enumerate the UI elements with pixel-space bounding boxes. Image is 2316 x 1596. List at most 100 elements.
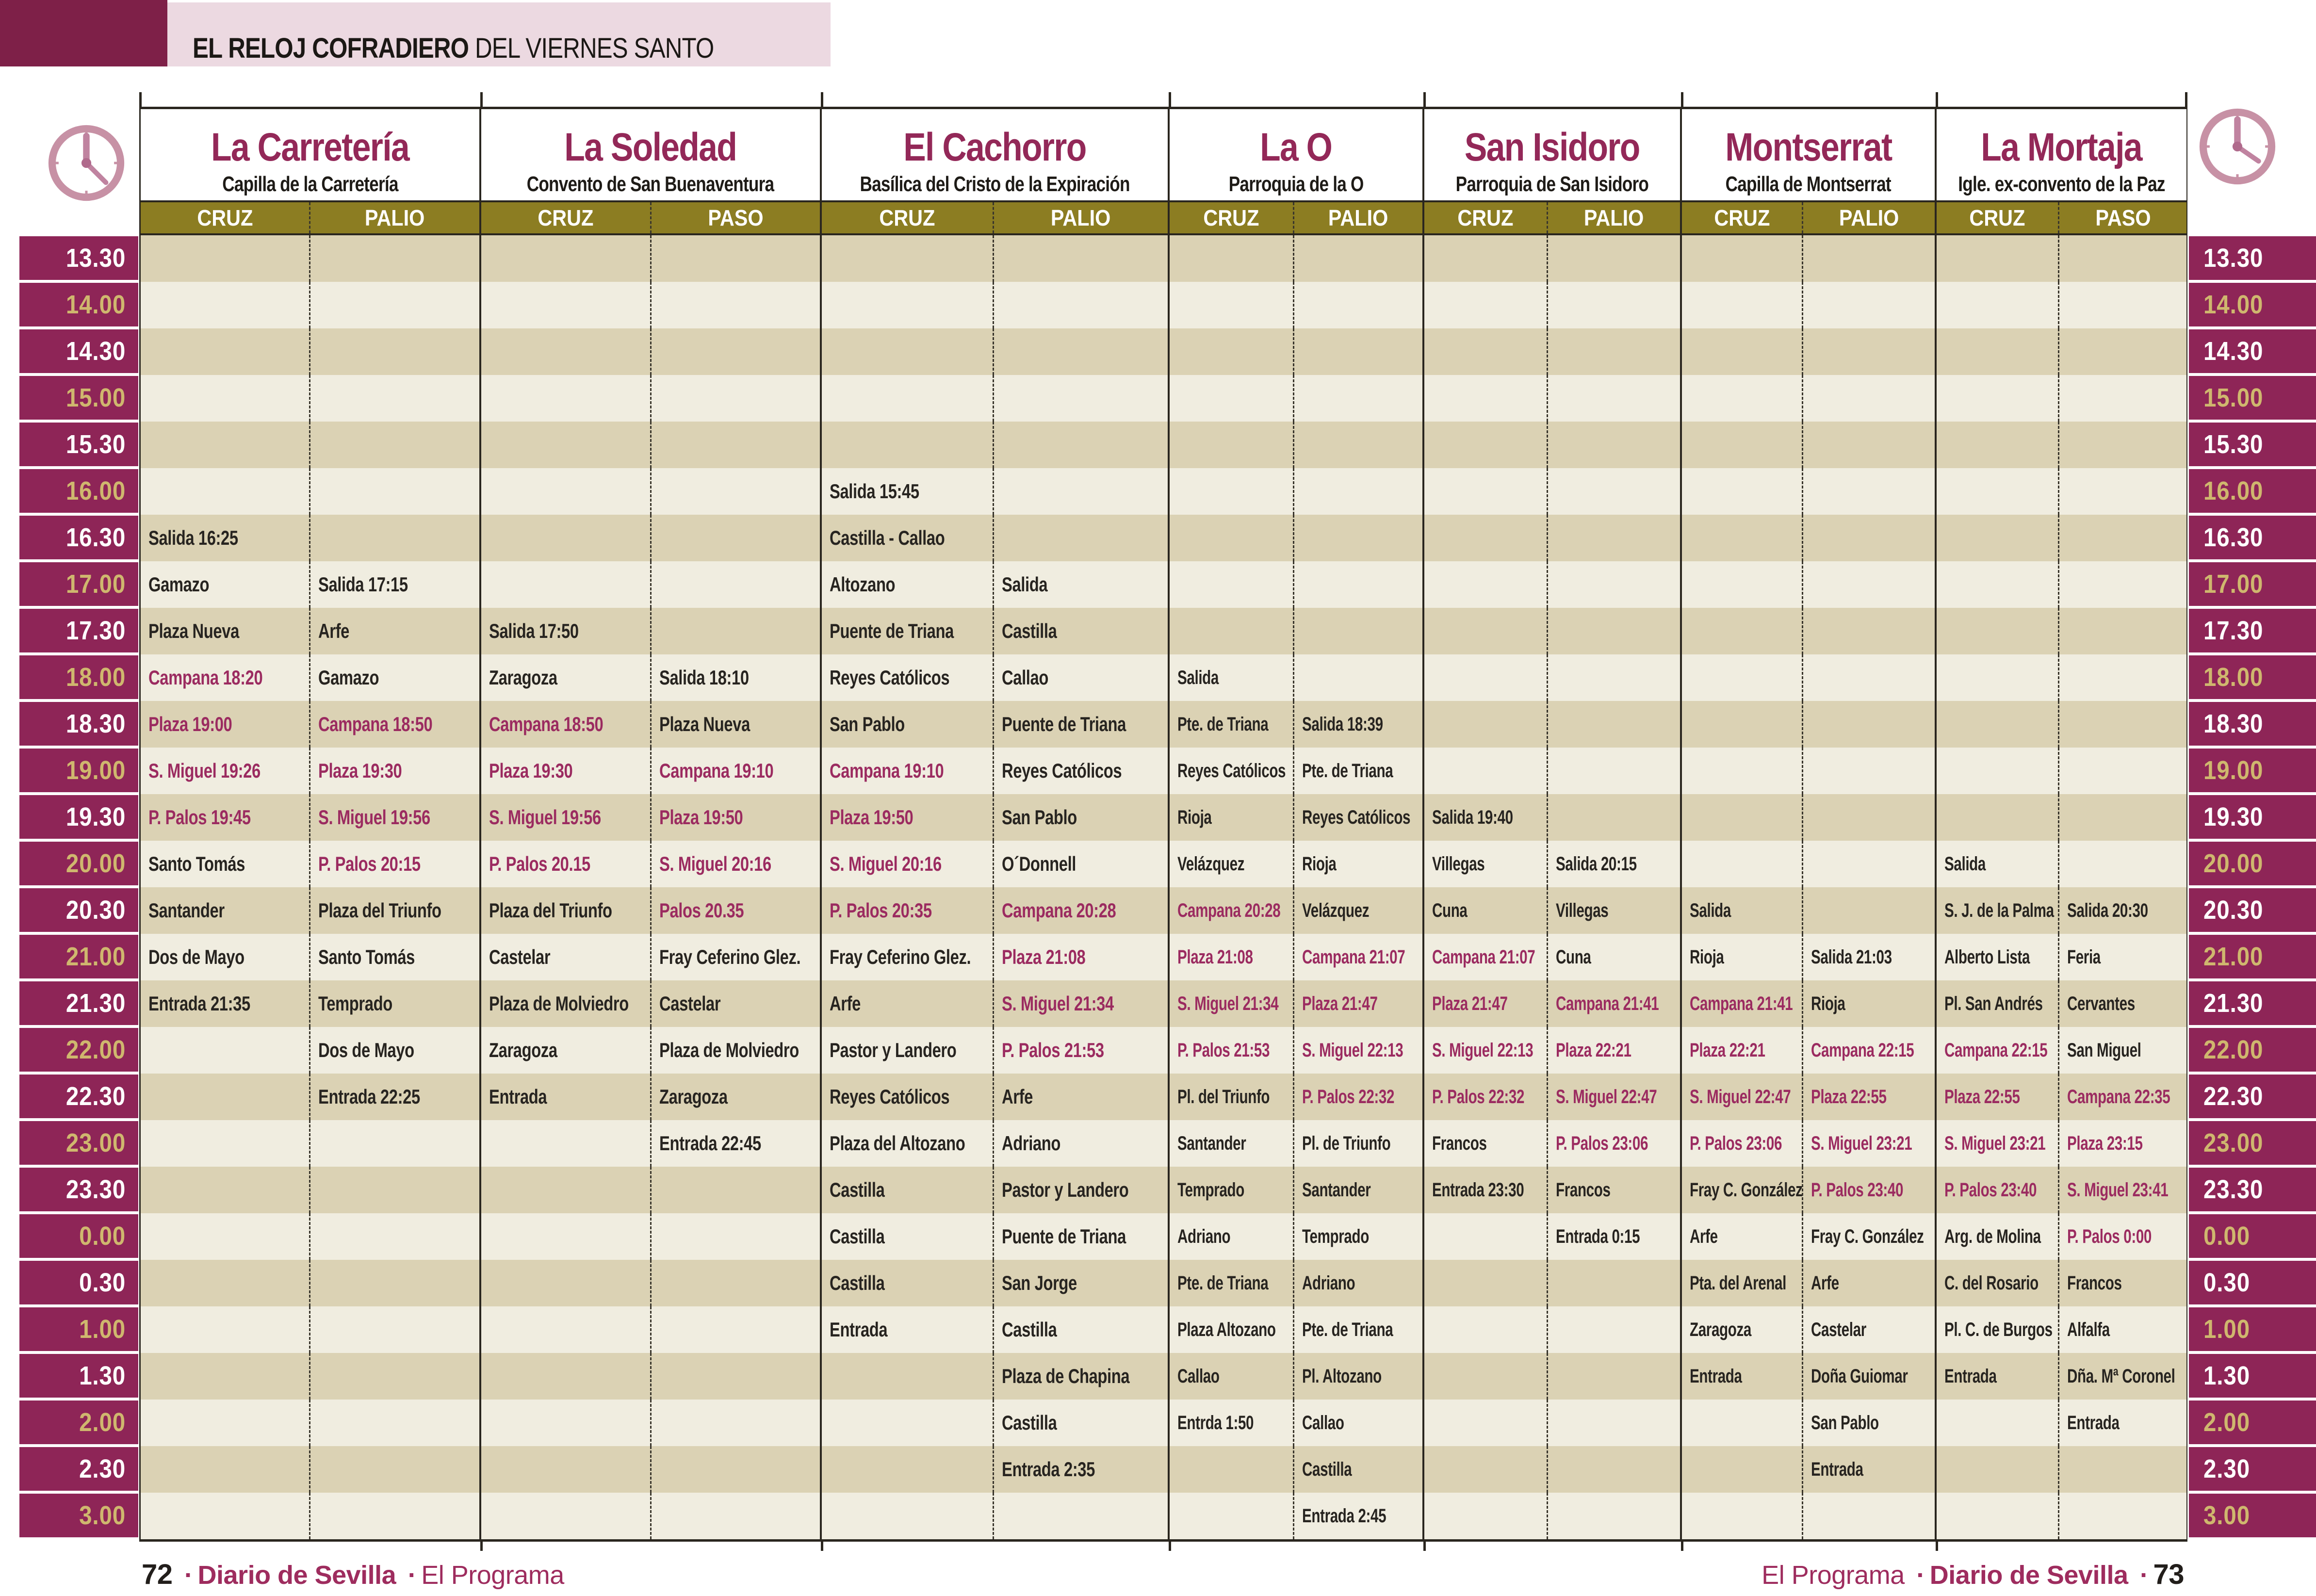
time-label: 14.30 <box>2189 329 2316 373</box>
schedule-cell <box>310 1493 481 1539</box>
schedule-cell <box>1803 654 1937 701</box>
schedule-cell <box>1937 328 2059 375</box>
schedule-cell: Salida <box>1170 654 1294 701</box>
time-label: 22.30 <box>2189 1075 2316 1118</box>
schedule-cell <box>141 1493 310 1539</box>
schedule-cell <box>1937 561 2059 608</box>
schedule-cell <box>1424 1306 1548 1353</box>
schedule-cell <box>1424 235 1548 282</box>
time-label: 18.00 <box>19 655 138 699</box>
schedule-cell: Francos <box>1424 1120 1548 1167</box>
schedule-cell: Rioja <box>1682 934 1803 980</box>
schedule-cell: Zaragoza <box>652 1074 822 1120</box>
schedule-cell: Castilla <box>994 608 1170 654</box>
schedule-cell: Campana 22:15 <box>1937 1027 2059 1074</box>
schedule-cell: Plaza del Triunfo <box>310 887 481 934</box>
column-label: PALIO <box>310 202 481 233</box>
schedule-cell <box>1424 1446 1548 1493</box>
schedule-cell: Rioja <box>1803 980 1937 1027</box>
time-label: 2.30 <box>2189 1447 2316 1491</box>
schedule-cell <box>1937 794 2059 841</box>
schedule-cell <box>822 1400 994 1446</box>
schedule-cell: P. Palos 23:06 <box>1682 1120 1803 1167</box>
column-tick <box>480 1540 483 1551</box>
title-band: EL RELOJ COFRADIERO DEL VIERNES SANTO <box>167 2 831 66</box>
schedule-cell <box>481 282 652 328</box>
schedule-cell <box>652 608 822 654</box>
time-label: 19.30 <box>2189 795 2316 839</box>
schedule-cell <box>310 422 481 468</box>
schedule-cell <box>652 422 822 468</box>
time-label: 2.00 <box>19 1401 138 1444</box>
schedule-cell <box>1548 748 1682 794</box>
time-label: 23.30 <box>19 1168 138 1211</box>
column-label: PALIO <box>1548 202 1682 233</box>
schedule-cell <box>1548 1400 1682 1446</box>
column-label: CRUZ <box>822 202 994 233</box>
schedule-cell <box>1424 468 1548 515</box>
schedule-cell: Plaza 19:30 <box>310 748 481 794</box>
schedule-cell <box>1424 1400 1548 1446</box>
schedule-cell: Entrada <box>1803 1446 1937 1493</box>
schedule-cell <box>1294 468 1424 515</box>
schedule-cell: Salida 21:03 <box>1803 934 1937 980</box>
brotherhood-header: La Carretería Capilla de la Carretería <box>141 109 481 200</box>
schedule-cell: Plaza del Altozano <box>822 1120 994 1167</box>
schedule-cell: Puente de Triana <box>822 608 994 654</box>
schedule-cell: Reyes Católicos <box>994 748 1170 794</box>
schedule-cell <box>652 1446 822 1493</box>
schedule-cell: Entrada <box>1682 1353 1803 1400</box>
schedule-cell <box>141 1446 310 1493</box>
time-label: 22.00 <box>19 1028 138 1072</box>
schedule-cell: Pte. de Triana <box>1170 701 1294 748</box>
schedule-cell <box>822 1353 994 1400</box>
column-label: PASO <box>2095 205 2151 230</box>
schedule-cell: Plaza 19:50 <box>652 794 822 841</box>
schedule-cell <box>481 1493 652 1539</box>
schedule-cell: Plaza del Triunfo <box>481 887 652 934</box>
schedule-cell: S. Miguel 23:21 <box>1937 1120 2059 1167</box>
schedule-cell <box>1803 1493 1937 1539</box>
time-label: 1.00 <box>19 1307 138 1351</box>
time-label: 14.00 <box>2189 283 2316 326</box>
schedule-cell <box>1682 1400 1803 1446</box>
schedule-cell <box>1682 654 1803 701</box>
schedule-cell: Cuna <box>1548 934 1682 980</box>
schedule-cell <box>1937 1400 2059 1446</box>
schedule-cell: Reyes Católicos <box>822 1074 994 1120</box>
schedule-cell <box>310 1120 481 1167</box>
schedule-cell <box>1548 608 1682 654</box>
schedule-cell <box>141 375 310 422</box>
schedule-cell <box>310 515 481 561</box>
schedule-cell <box>1294 515 1424 561</box>
schedule-cell <box>1682 841 1803 887</box>
schedule-cell: San Jorge <box>994 1260 1170 1306</box>
footer-program: El Programa <box>1761 1561 1905 1590</box>
schedule-cell: Entrada 22:45 <box>652 1120 822 1167</box>
schedule-cell: S. Miguel 19:56 <box>481 794 652 841</box>
schedule-cell: Cervantes <box>2059 980 2186 1027</box>
time-label: 18.00 <box>2189 655 2316 699</box>
time-label: 0.00 <box>2189 1214 2316 1258</box>
column-tick <box>1936 92 1938 108</box>
schedule-cell <box>1424 701 1548 748</box>
schedule-cell: Velázquez <box>1294 887 1424 934</box>
schedule-cell <box>310 1400 481 1446</box>
schedule-cell <box>141 282 310 328</box>
schedule-cell: Santander <box>141 887 310 934</box>
schedule-cell <box>994 468 1170 515</box>
schedule-cell <box>141 422 310 468</box>
time-label: 2.00 <box>2189 1401 2316 1444</box>
schedule-cell: C. del Rosario <box>1937 1260 2059 1306</box>
schedule-cell <box>652 282 822 328</box>
schedule-cell <box>1682 328 1803 375</box>
schedule-cell <box>1424 561 1548 608</box>
schedule-cell <box>1682 375 1803 422</box>
schedule-cell: P. Palos 21:53 <box>1170 1027 1294 1074</box>
schedule-cell <box>2059 282 2186 328</box>
time-label: 20.30 <box>2189 888 2316 932</box>
page-title: EL RELOJ COFRADIERO DEL VIERNES SANTO <box>193 32 714 65</box>
schedule-cell: Campana 20:28 <box>1170 887 1294 934</box>
time-label: 13.30 <box>2189 236 2316 280</box>
time-label: 21.30 <box>2189 981 2316 1025</box>
